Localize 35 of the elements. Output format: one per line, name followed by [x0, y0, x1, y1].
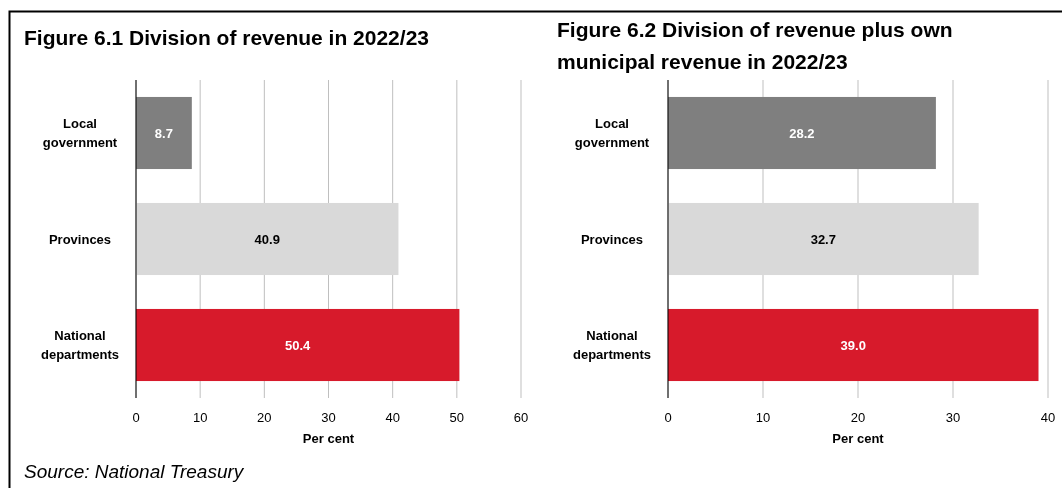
data-label: 32.7 — [810, 231, 836, 247]
x-tick-label: 20 — [850, 410, 866, 425]
x-tick-label: 40 — [385, 410, 400, 425]
x-tick-label: 20 — [257, 410, 272, 425]
data-label: 28.2 — [789, 125, 815, 141]
x-axis-title: Per cent — [302, 431, 355, 446]
bar — [668, 308, 1039, 382]
bar — [136, 202, 399, 276]
y-tick-label: Local government — [42, 116, 118, 151]
data-label: 50.4 — [285, 337, 312, 353]
data-label: 8.7 — [154, 125, 173, 141]
y-tick-label: National departments — [572, 328, 652, 363]
data-label: 39.0 — [840, 337, 866, 353]
source-note: Source: National Treasury — [24, 461, 245, 482]
chart-title: Figure 6.1 Division of revenue in 2022/23 — [24, 26, 429, 49]
x-axis-title: Per cent — [832, 431, 885, 446]
data-label: 40.9 — [254, 231, 280, 247]
y-tick-label: Provinces — [580, 231, 644, 247]
x-tick-label: 30 — [321, 410, 336, 425]
y-tick-label: Local government — [574, 116, 650, 151]
x-tick-label: 60 — [513, 410, 529, 425]
y-tick-label: Provinces — [48, 231, 112, 247]
bar — [668, 202, 979, 276]
x-tick-label: 30 — [945, 410, 961, 425]
bar — [668, 96, 936, 170]
x-tick-label: 50 — [449, 410, 465, 425]
x-tick-label: 0 — [664, 410, 672, 425]
bar — [136, 96, 192, 170]
x-tick-label: 0 — [132, 410, 140, 425]
y-tick-label: National departments — [40, 328, 120, 363]
x-tick-label: 10 — [755, 410, 771, 425]
x-tick-label: 40 — [1040, 410, 1056, 425]
x-tick-label: 10 — [192, 410, 208, 425]
bar — [136, 308, 460, 382]
chart-title: Figure 6.2 Division of revenue plus own municipal revenue in 2022/23 — [557, 18, 953, 73]
